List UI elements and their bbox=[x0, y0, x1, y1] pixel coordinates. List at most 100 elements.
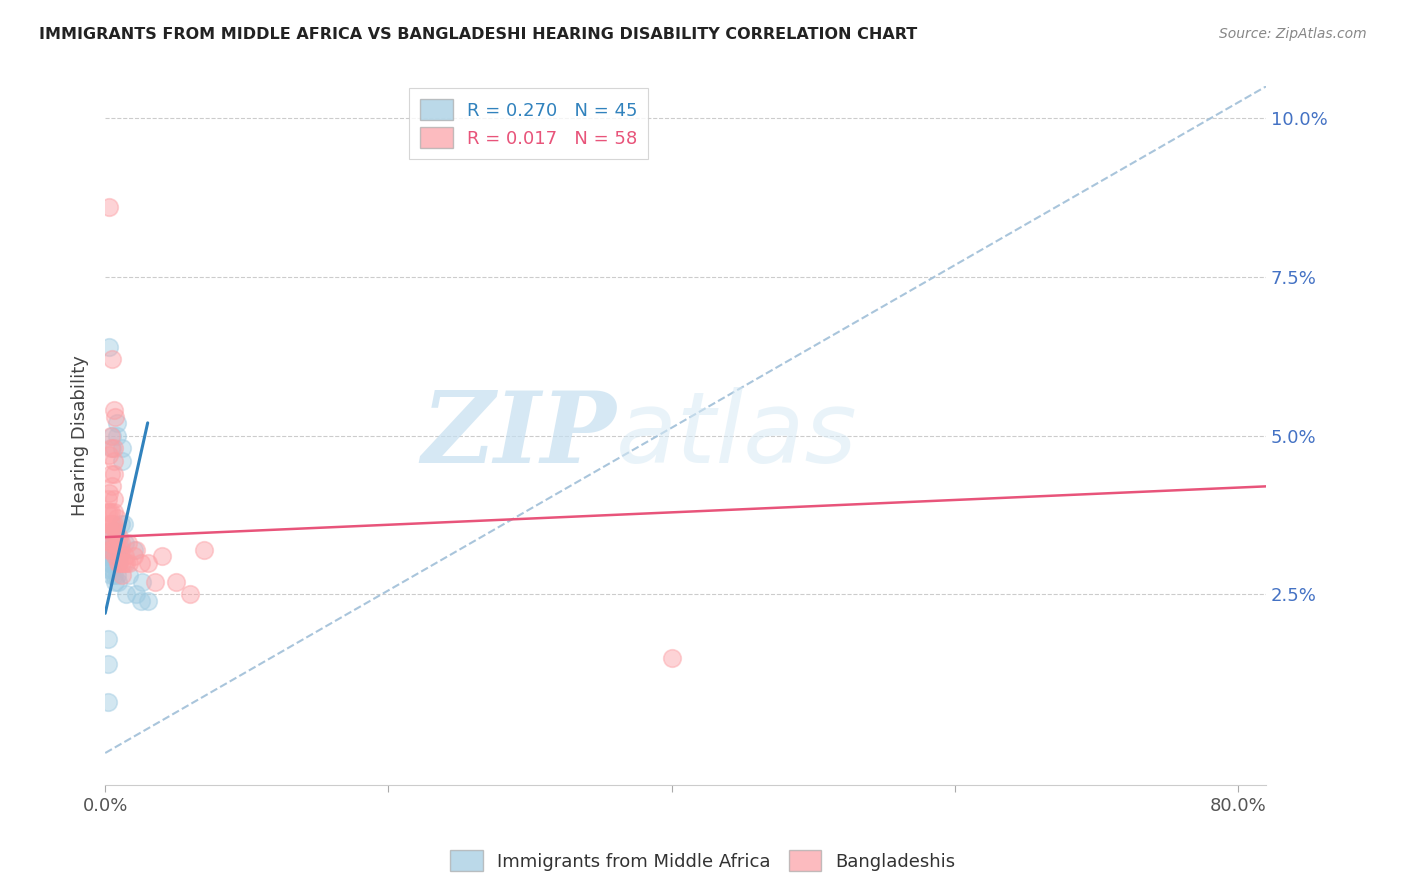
Point bbox=[101, 562, 124, 576]
Point bbox=[97, 657, 120, 672]
Point bbox=[193, 542, 215, 557]
Point bbox=[105, 530, 128, 544]
Point bbox=[103, 568, 125, 582]
Text: atlas: atlas bbox=[616, 387, 858, 484]
Point bbox=[103, 403, 125, 417]
Point bbox=[111, 568, 134, 582]
Point bbox=[143, 574, 166, 589]
Point bbox=[103, 505, 125, 519]
Point bbox=[115, 587, 138, 601]
Point bbox=[108, 549, 131, 564]
Point bbox=[115, 556, 138, 570]
Point bbox=[103, 491, 125, 506]
Point bbox=[98, 505, 121, 519]
Point bbox=[107, 574, 129, 589]
Point bbox=[129, 593, 152, 607]
Point bbox=[112, 517, 135, 532]
Point bbox=[104, 409, 127, 424]
Point bbox=[97, 632, 120, 646]
Point bbox=[97, 491, 120, 506]
Point bbox=[100, 542, 122, 557]
Point bbox=[105, 511, 128, 525]
Point bbox=[98, 200, 121, 214]
Point bbox=[101, 352, 124, 367]
Point bbox=[101, 428, 124, 442]
Point bbox=[136, 593, 159, 607]
Point bbox=[96, 505, 118, 519]
Point bbox=[114, 549, 136, 564]
Point bbox=[179, 587, 201, 601]
Point bbox=[101, 524, 124, 538]
Point bbox=[118, 556, 141, 570]
Point bbox=[104, 524, 127, 538]
Point bbox=[103, 454, 125, 468]
Point bbox=[125, 587, 148, 601]
Point bbox=[100, 505, 122, 519]
Point bbox=[104, 524, 127, 538]
Point bbox=[105, 428, 128, 442]
Point bbox=[105, 568, 128, 582]
Point bbox=[108, 556, 131, 570]
Point bbox=[96, 542, 118, 557]
Legend: Immigrants from Middle Africa, Bangladeshis: Immigrants from Middle Africa, Banglades… bbox=[443, 843, 963, 879]
Point bbox=[129, 556, 152, 570]
Point bbox=[98, 485, 121, 500]
Point bbox=[112, 556, 135, 570]
Text: IMMIGRANTS FROM MIDDLE AFRICA VS BANGLADESHI HEARING DISABILITY CORRELATION CHAR: IMMIGRANTS FROM MIDDLE AFRICA VS BANGLAD… bbox=[39, 27, 918, 42]
Point bbox=[97, 549, 120, 564]
Point bbox=[105, 416, 128, 430]
Point bbox=[98, 542, 121, 557]
Point bbox=[100, 442, 122, 456]
Point bbox=[98, 549, 121, 564]
Point bbox=[101, 536, 124, 550]
Point bbox=[100, 517, 122, 532]
Point bbox=[136, 556, 159, 570]
Point bbox=[111, 556, 134, 570]
Point bbox=[97, 695, 120, 709]
Point bbox=[661, 650, 683, 665]
Point bbox=[110, 517, 132, 532]
Point bbox=[110, 536, 132, 550]
Point bbox=[131, 574, 153, 589]
Point bbox=[105, 542, 128, 557]
Point bbox=[101, 542, 124, 557]
Point bbox=[104, 536, 127, 550]
Point bbox=[103, 517, 125, 532]
Point bbox=[104, 536, 127, 550]
Point bbox=[98, 524, 121, 538]
Point bbox=[103, 536, 125, 550]
Point bbox=[114, 536, 136, 550]
Point bbox=[107, 556, 129, 570]
Point bbox=[100, 428, 122, 442]
Point bbox=[103, 442, 125, 456]
Point bbox=[104, 549, 127, 564]
Point bbox=[104, 549, 127, 564]
Point bbox=[108, 530, 131, 544]
Point bbox=[100, 467, 122, 481]
Y-axis label: Hearing Disability: Hearing Disability bbox=[72, 355, 89, 516]
Point bbox=[108, 536, 131, 550]
Point bbox=[97, 517, 120, 532]
Point bbox=[111, 442, 134, 456]
Point bbox=[107, 542, 129, 557]
Point bbox=[101, 549, 124, 564]
Point bbox=[118, 568, 141, 582]
Point bbox=[125, 542, 148, 557]
Point bbox=[103, 556, 125, 570]
Point bbox=[100, 568, 122, 582]
Point bbox=[104, 574, 127, 589]
Point bbox=[103, 467, 125, 481]
Point bbox=[98, 448, 121, 462]
Point bbox=[101, 479, 124, 493]
Point bbox=[101, 530, 124, 544]
Point bbox=[111, 454, 134, 468]
Text: ZIP: ZIP bbox=[420, 387, 616, 483]
Point bbox=[97, 562, 120, 576]
Point bbox=[98, 536, 121, 550]
Point bbox=[117, 536, 139, 550]
Point bbox=[110, 542, 132, 557]
Point bbox=[150, 549, 173, 564]
Point bbox=[98, 556, 121, 570]
Point bbox=[101, 442, 124, 456]
Point bbox=[107, 556, 129, 570]
